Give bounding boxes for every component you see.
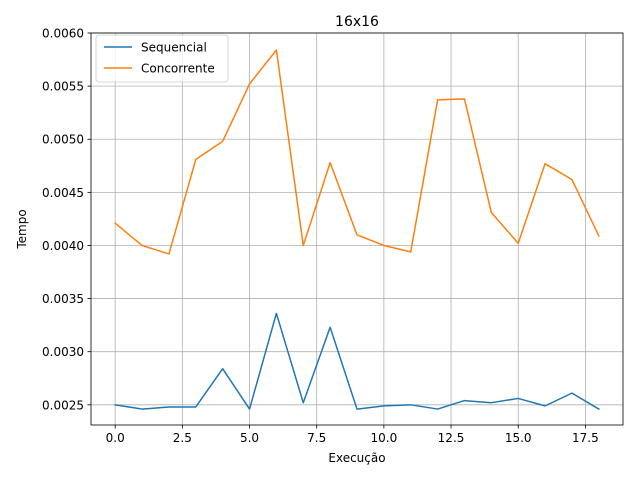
x-tick-label: 0.0 (106, 431, 125, 445)
x-tick-label: 12.5 (438, 431, 465, 445)
grid (91, 32, 623, 425)
y-tick-label: 0.0025 (42, 398, 84, 412)
legend-label-sequencial: Sequencial (141, 41, 207, 55)
legend-label-concorrente: Concorrente (141, 62, 215, 76)
x-tick-label: 5.0 (240, 431, 259, 445)
x-tick-label: 2.5 (173, 431, 192, 445)
plot-frame (90, 32, 624, 426)
x-axis-label: Execução (328, 451, 385, 465)
x-tick-label: 7.5 (307, 431, 326, 445)
x-tick-label: 10.0 (371, 431, 398, 445)
y-tick-label: 0.0030 (42, 345, 84, 359)
legend: Sequencial Concorrente (95, 34, 229, 83)
series-layer (114, 49, 600, 411)
y-tick-label: 0.0060 (42, 27, 84, 41)
y-tick-label: 0.0045 (42, 186, 84, 200)
y-tick-label: 0.0040 (42, 239, 84, 253)
y-tick-label: 0.0035 (42, 292, 84, 306)
series-line-sequencial (114, 312, 600, 411)
ticks: 0.0 2.5 5.0 7.5 10.0 12.5 15.0 17.5 0.0025 0.0030… (42, 27, 599, 446)
chart-title: 16x16 (335, 14, 379, 30)
y-axis-label: Tempo (15, 209, 29, 249)
x-tick-label: 15.0 (505, 431, 532, 445)
y-tick-label: 0.0055 (42, 80, 84, 94)
y-tick-label: 0.0050 (42, 133, 84, 147)
series-line-concorrente (114, 49, 600, 255)
x-tick-label: 17.5 (572, 431, 599, 445)
